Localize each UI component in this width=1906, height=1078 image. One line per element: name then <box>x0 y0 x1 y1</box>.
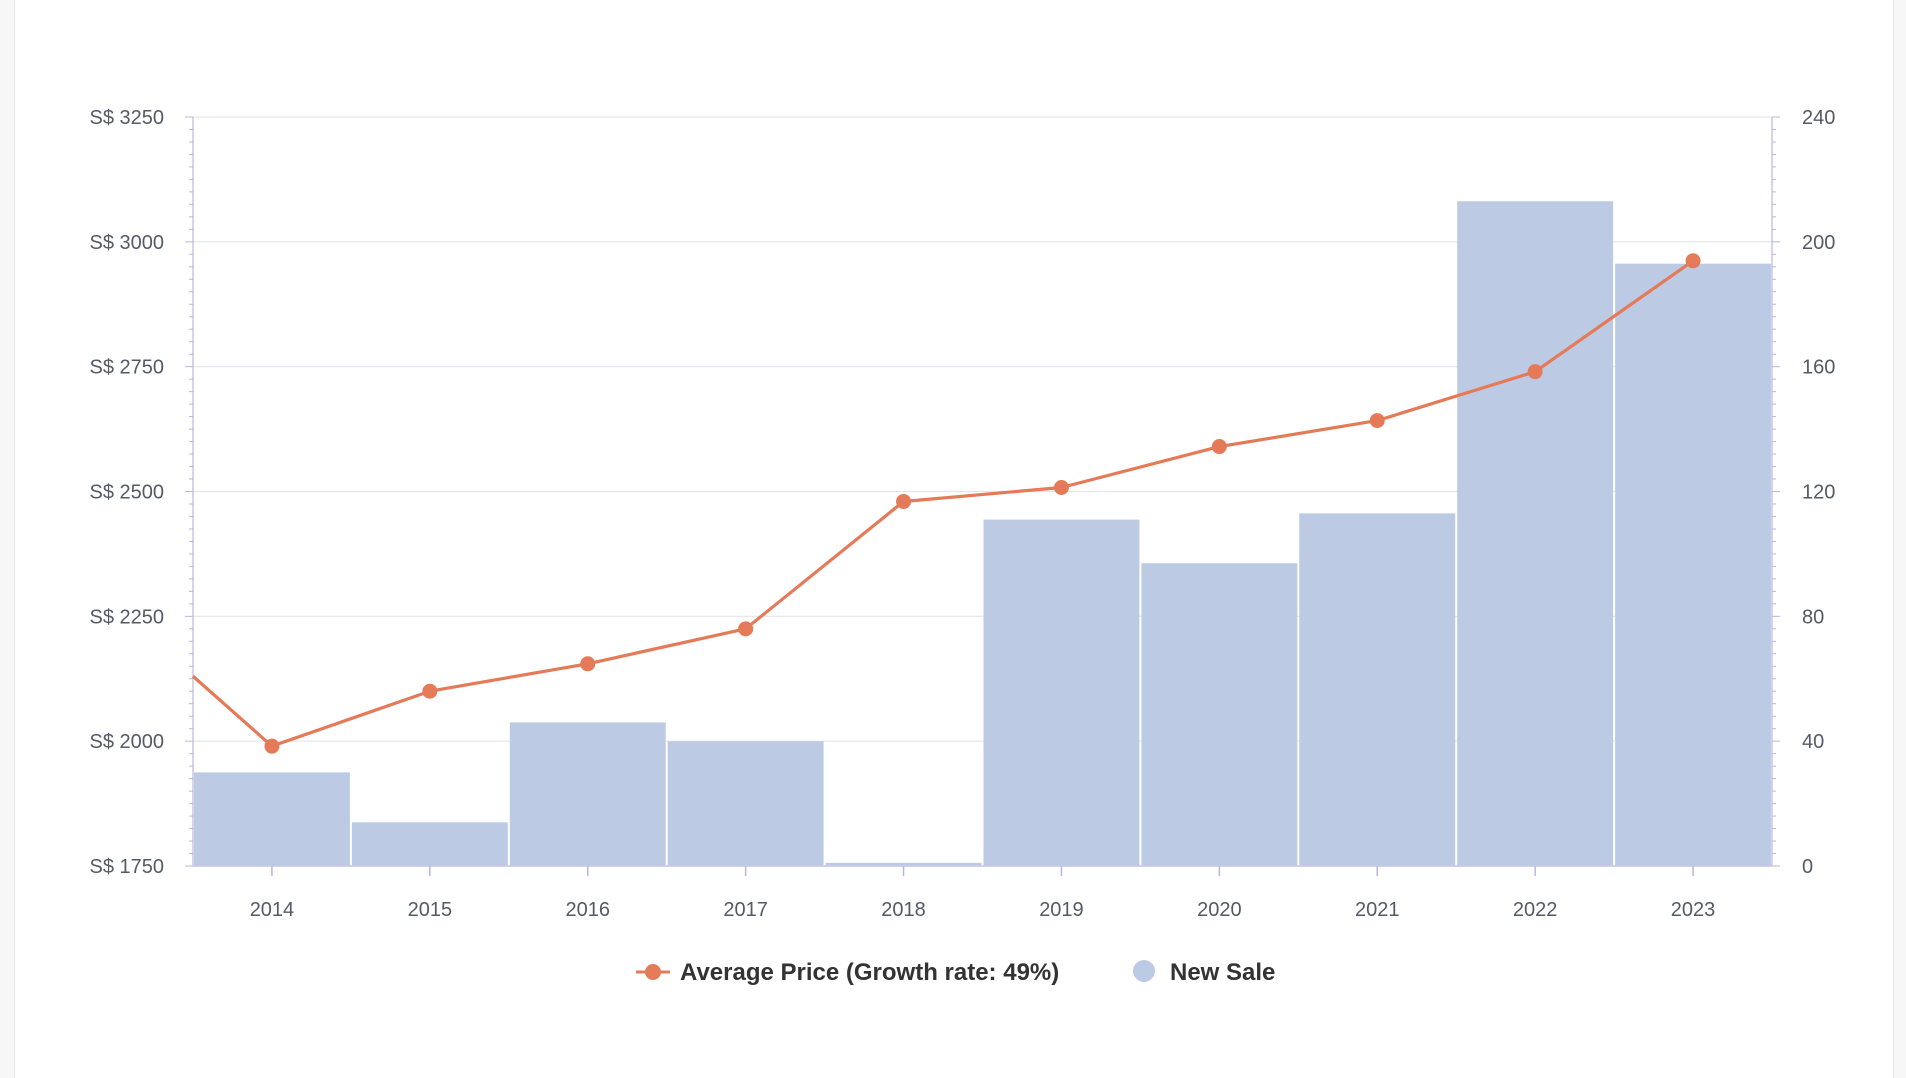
x-tick-label: 2018 <box>881 899 926 921</box>
right-tick-label: 160 <box>1802 357 1835 379</box>
point-average-price-2023[interactable] <box>1685 253 1701 269</box>
point-average-price-2015[interactable] <box>422 683 438 699</box>
x-tick-label: 2023 <box>1671 899 1716 921</box>
average-price-line[interactable] <box>191 253 1701 754</box>
bar-new-sale-2017[interactable] <box>667 741 824 866</box>
right-tick-label: 200 <box>1802 232 1835 254</box>
left-tick-label: S$ 2000 <box>89 731 164 753</box>
bar-new-sale-2016[interactable] <box>509 722 666 866</box>
left-axis-labels: S$ 1750 S$ 2000 S$ 2250 S$ 2500 S$ 2750 S$ 30… <box>89 107 164 878</box>
axes <box>185 116 1780 876</box>
point-average-price-2014[interactable] <box>264 738 280 754</box>
bar-new-sale-2021[interactable] <box>1299 513 1456 866</box>
bar-new-sale-2020[interactable] <box>1141 563 1298 866</box>
x-tick-label: 2014 <box>250 899 295 921</box>
bar-new-sale-2018[interactable] <box>825 862 982 866</box>
x-tick-label: 2022 <box>1513 899 1558 921</box>
bar-new-sale-2023[interactable] <box>1615 263 1771 866</box>
legend-item-new-sale[interactable]: New Sale <box>1133 959 1275 986</box>
right-tick-label: 80 <box>1802 606 1824 628</box>
right-tick-label: 0 <box>1802 856 1813 878</box>
legend: Average Price (Growth rate: 49%) New Sal… <box>636 959 1275 986</box>
point-average-price-2022[interactable] <box>1527 364 1543 380</box>
point-average-price-2016[interactable] <box>580 656 596 672</box>
x-tick-label: 2017 <box>723 899 768 921</box>
left-tick-label: S$ 2250 <box>89 606 164 628</box>
point-average-price-2017[interactable] <box>738 621 754 637</box>
left-tick-label: S$ 3000 <box>89 232 164 254</box>
right-tick-label: 240 <box>1802 107 1835 129</box>
x-tick-label: 2020 <box>1197 899 1242 921</box>
x-tick-label: 2015 <box>408 899 453 921</box>
right-tick-label: 40 <box>1802 731 1824 753</box>
point-average-price-2018[interactable] <box>896 493 912 509</box>
left-tick-label: S$ 2500 <box>89 482 164 504</box>
left-tick-label: S$ 2750 <box>89 357 164 379</box>
point-average-price-2020[interactable] <box>1211 439 1227 455</box>
legend-line-marker <box>645 964 661 980</box>
left-tick-label: S$ 3250 <box>89 107 164 129</box>
x-tick-label: 2016 <box>566 899 611 921</box>
legend-label-average-price: Average Price (Growth rate: 49%) <box>680 959 1059 986</box>
x-tick-label: 2021 <box>1355 899 1400 921</box>
x-axis-labels: 2014 2015 2016 2017 2018 2019 2020 2021 2022 2023 <box>250 899 1716 921</box>
new-sale-bars[interactable] <box>194 201 1771 866</box>
legend-label-new-sale: New Sale <box>1170 959 1275 986</box>
left-tick-label: S$ 1750 <box>89 856 164 878</box>
x-tick-label: 2019 <box>1039 899 1084 921</box>
legend-bar-swatch <box>1133 960 1155 982</box>
bar-new-sale-2014[interactable] <box>194 772 350 866</box>
legend-item-average-price[interactable]: Average Price (Growth rate: 49%) <box>636 959 1059 986</box>
right-tick-label: 120 <box>1802 482 1835 504</box>
bar-new-sale-2015[interactable] <box>351 822 508 866</box>
point-average-price-2019[interactable] <box>1053 480 1069 496</box>
right-axis-labels: 0 40 80 120 160 200 240 <box>1802 107 1835 878</box>
bar-new-sale-2022[interactable] <box>1457 201 1614 866</box>
bar-new-sale-2019[interactable] <box>983 519 1140 866</box>
point-average-price-2021[interactable] <box>1369 413 1385 429</box>
